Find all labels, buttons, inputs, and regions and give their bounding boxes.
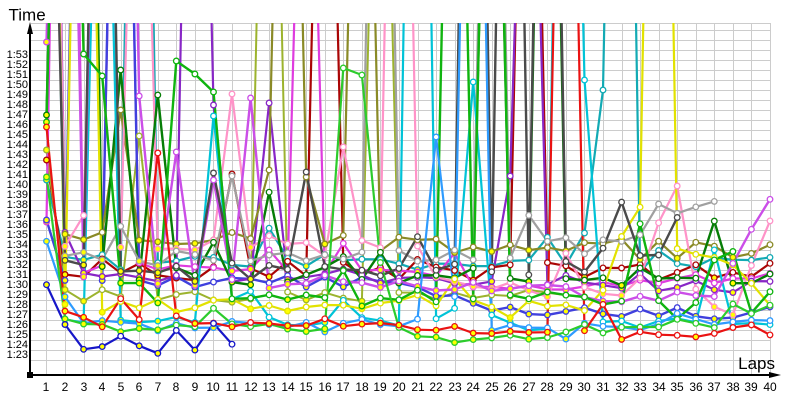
svg-text:1:26: 1:26	[7, 319, 28, 331]
svg-text:1:28: 1:28	[7, 299, 28, 311]
svg-text:21: 21	[411, 380, 425, 394]
svg-text:38: 38	[726, 380, 740, 394]
svg-text:1:32: 1:32	[7, 259, 28, 271]
svg-text:8: 8	[173, 380, 180, 394]
svg-text:1:46: 1:46	[7, 119, 28, 131]
svg-text:17: 17	[336, 380, 350, 394]
svg-text:1:49: 1:49	[7, 89, 28, 101]
svg-text:1:52: 1:52	[7, 59, 28, 71]
svg-text:7: 7	[155, 380, 162, 394]
svg-text:15: 15	[299, 380, 313, 394]
svg-text:1:47: 1:47	[7, 109, 28, 121]
svg-text:36: 36	[689, 380, 703, 394]
svg-text:1:48: 1:48	[7, 99, 28, 111]
svg-text:1:34: 1:34	[7, 239, 28, 251]
svg-text:24: 24	[466, 380, 480, 394]
svg-text:11: 11	[226, 380, 239, 394]
svg-text:33: 33	[633, 380, 647, 394]
svg-text:22: 22	[429, 380, 443, 394]
svg-text:12: 12	[244, 380, 258, 394]
svg-text:20: 20	[392, 380, 406, 394]
svg-text:14: 14	[281, 380, 295, 394]
svg-text:1:35: 1:35	[7, 229, 28, 241]
svg-text:10: 10	[206, 380, 220, 394]
svg-text:1:38: 1:38	[7, 199, 28, 211]
svg-text:1:50: 1:50	[7, 79, 28, 91]
svg-text:32: 32	[615, 380, 629, 394]
svg-text:5: 5	[118, 380, 125, 394]
svg-text:40: 40	[763, 380, 777, 394]
svg-text:9: 9	[192, 380, 199, 394]
svg-text:30: 30	[577, 380, 591, 394]
svg-text:37: 37	[707, 380, 721, 394]
svg-text:31: 31	[596, 380, 610, 394]
svg-text:Laps: Laps	[738, 354, 775, 373]
svg-text:1:45: 1:45	[7, 129, 28, 141]
svg-text:1:53: 1:53	[7, 49, 28, 61]
svg-text:16: 16	[318, 380, 332, 394]
svg-text:4: 4	[99, 380, 106, 394]
svg-text:2: 2	[62, 380, 69, 394]
svg-text:1:44: 1:44	[7, 139, 28, 151]
svg-text:26: 26	[503, 380, 517, 394]
svg-text:1:42: 1:42	[7, 159, 28, 171]
svg-text:1: 1	[43, 380, 50, 394]
svg-text:1:30: 1:30	[7, 279, 28, 291]
svg-text:1:51: 1:51	[7, 69, 28, 81]
svg-text:1:33: 1:33	[7, 249, 28, 261]
svg-text:1:24: 1:24	[7, 339, 28, 351]
svg-text:23: 23	[448, 380, 462, 394]
svg-text:19: 19	[373, 380, 387, 394]
svg-text:1:23: 1:23	[7, 349, 28, 361]
svg-text:1:39: 1:39	[7, 189, 28, 201]
svg-text:39: 39	[744, 380, 758, 394]
svg-text:1:40: 1:40	[7, 179, 28, 191]
svg-text:13: 13	[262, 380, 276, 394]
svg-text:1:41: 1:41	[7, 169, 28, 181]
svg-text:1:36: 1:36	[7, 219, 28, 231]
svg-text:18: 18	[355, 380, 369, 394]
svg-text:1:37: 1:37	[7, 209, 28, 221]
svg-text:35: 35	[670, 380, 684, 394]
svg-text:3: 3	[81, 380, 88, 394]
svg-text:1:43: 1:43	[7, 149, 28, 161]
svg-text:25: 25	[485, 380, 499, 394]
svg-text:34: 34	[652, 380, 666, 394]
svg-text:1:31: 1:31	[7, 269, 28, 281]
svg-text:29: 29	[559, 380, 573, 394]
svg-text:1:27: 1:27	[7, 309, 28, 321]
svg-text:28: 28	[540, 380, 554, 394]
svg-text:Time: Time	[9, 6, 46, 25]
svg-text:6: 6	[136, 380, 143, 394]
svg-text:1:29: 1:29	[7, 289, 28, 301]
svg-text:27: 27	[522, 380, 536, 394]
svg-text:1:25: 1:25	[7, 329, 28, 341]
